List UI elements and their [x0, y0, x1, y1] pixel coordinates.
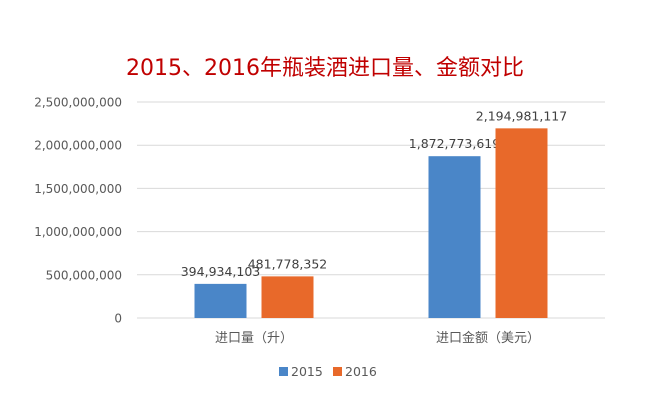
legend: 2015 2016	[279, 364, 377, 379]
legend-label: 2016	[345, 364, 377, 379]
x-axis-ticks: 进口量（升） 进口金额（美元）	[215, 330, 540, 346]
y-tick-label: 2,500,000,000	[34, 96, 122, 110]
y-tick-label: 1,500,000,000	[34, 182, 122, 196]
y-tick-label: 0	[114, 312, 122, 326]
chart-title: 2015、2016年瓶装酒进口量、金额对比	[126, 56, 524, 81]
data-label: 394,934,103	[181, 264, 261, 279]
bar-2015	[194, 283, 247, 318]
y-tick-label: 2,000,000,000	[34, 139, 122, 153]
data-label: 2,194,981,117	[476, 108, 567, 123]
data-label: 481,778,352	[248, 256, 328, 271]
y-axis-ticks: 0 500,000,000 1,000,000,000 1,500,000,000 2,…	[34, 96, 122, 326]
bar-2016	[261, 276, 314, 318]
legend-swatch	[279, 367, 288, 376]
legend-swatch	[333, 367, 342, 376]
legend-label: 2015	[291, 364, 323, 379]
bar-2015	[428, 156, 481, 318]
x-tick-label: 进口量（升）	[215, 331, 293, 346]
x-tick-label: 进口金额（美元）	[436, 330, 540, 346]
data-label: 1,872,773,619	[409, 136, 500, 151]
y-tick-label: 500,000,000	[46, 268, 122, 282]
y-tick-label: 1,000,000,000	[34, 225, 122, 239]
bar-2016	[495, 128, 548, 318]
